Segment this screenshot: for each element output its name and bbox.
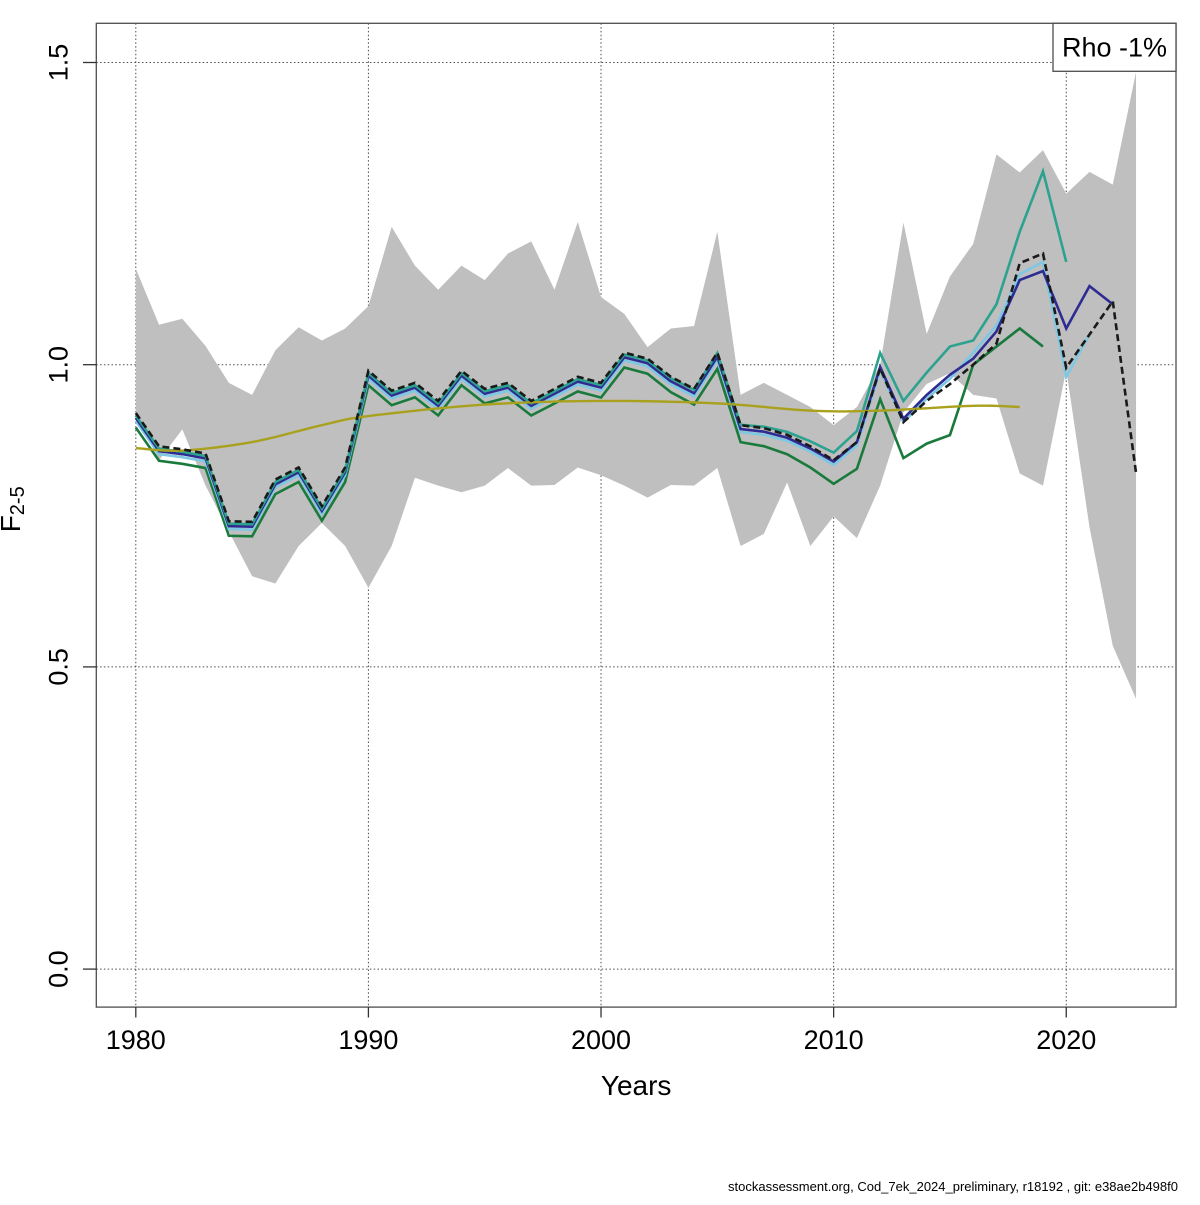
svg-text:0.0: 0.0 [43, 950, 73, 988]
svg-text:Rho -1%: Rho -1% [1062, 32, 1167, 62]
svg-text:2-5: 2-5 [7, 486, 29, 515]
svg-text:stockassessment.org, Cod_7ek_2: stockassessment.org, Cod_7ek_2024_prelim… [728, 1179, 1178, 1194]
svg-text:2000: 2000 [571, 1025, 631, 1055]
svg-text:1.5: 1.5 [43, 44, 73, 82]
svg-text:2010: 2010 [804, 1025, 864, 1055]
svg-text:2020: 2020 [1036, 1025, 1096, 1055]
svg-text:0.5: 0.5 [43, 648, 73, 686]
svg-text:F: F [0, 515, 26, 532]
svg-text:1990: 1990 [338, 1025, 398, 1055]
svg-text:1.0: 1.0 [43, 346, 73, 384]
svg-text:1980: 1980 [106, 1025, 166, 1055]
svg-text:Years: Years [601, 1070, 672, 1101]
